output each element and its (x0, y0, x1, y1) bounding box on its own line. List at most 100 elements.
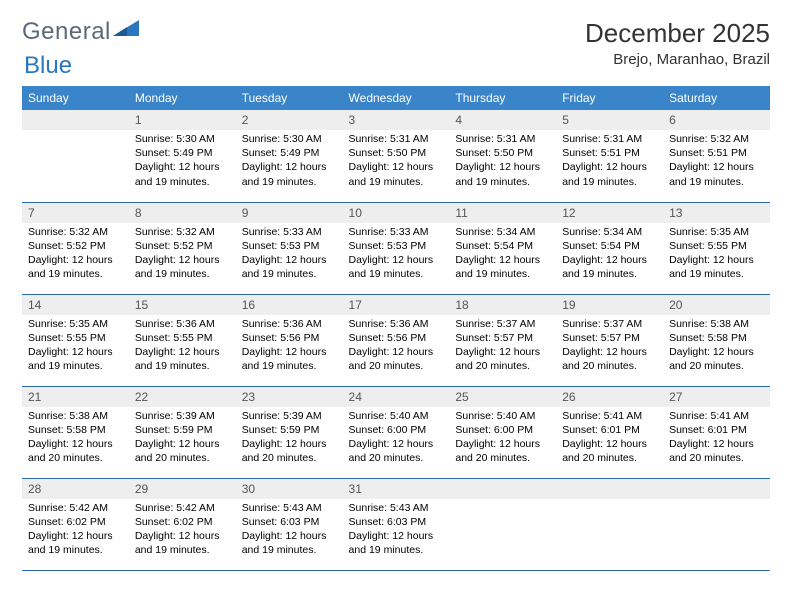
day-number-empty (22, 110, 129, 130)
calendar-cell: 2Sunrise: 5:30 AMSunset: 5:49 PMDaylight… (236, 110, 343, 202)
calendar-cell: 11Sunrise: 5:34 AMSunset: 5:54 PMDayligh… (449, 202, 556, 294)
day-number: 6 (663, 110, 770, 130)
calendar-cell: 27Sunrise: 5:41 AMSunset: 6:01 PMDayligh… (663, 386, 770, 478)
day-number: 7 (22, 203, 129, 223)
day-number: 25 (449, 387, 556, 407)
calendar-cell: 24Sunrise: 5:40 AMSunset: 6:00 PMDayligh… (343, 386, 450, 478)
calendar-week-row: 7Sunrise: 5:32 AMSunset: 5:52 PMDaylight… (22, 202, 770, 294)
day-number: 9 (236, 203, 343, 223)
day-number: 30 (236, 479, 343, 499)
calendar-cell: 31Sunrise: 5:43 AMSunset: 6:03 PMDayligh… (343, 478, 450, 570)
day-number: 29 (129, 479, 236, 499)
day-number: 23 (236, 387, 343, 407)
calendar-cell: 29Sunrise: 5:42 AMSunset: 6:02 PMDayligh… (129, 478, 236, 570)
location-subtitle: Brejo, Maranhao, Brazil (585, 51, 770, 68)
title-block: December 2025 Brejo, Maranhao, Brazil (585, 18, 770, 68)
weekday-header: Monday (129, 86, 236, 110)
day-details: Sunrise: 5:31 AMSunset: 5:50 PMDaylight:… (449, 130, 556, 193)
calendar-cell: 22Sunrise: 5:39 AMSunset: 5:59 PMDayligh… (129, 386, 236, 478)
calendar-cell: 23Sunrise: 5:39 AMSunset: 5:59 PMDayligh… (236, 386, 343, 478)
calendar-week-row: 28Sunrise: 5:42 AMSunset: 6:02 PMDayligh… (22, 478, 770, 570)
day-details: Sunrise: 5:41 AMSunset: 6:01 PMDaylight:… (663, 407, 770, 470)
day-number: 21 (22, 387, 129, 407)
calendar-cell: 1Sunrise: 5:30 AMSunset: 5:49 PMDaylight… (129, 110, 236, 202)
calendar-week-row: 21Sunrise: 5:38 AMSunset: 5:58 PMDayligh… (22, 386, 770, 478)
day-details: Sunrise: 5:43 AMSunset: 6:03 PMDaylight:… (236, 499, 343, 562)
calendar-header: SundayMondayTuesdayWednesdayThursdayFrid… (22, 86, 770, 110)
day-number-empty (556, 479, 663, 499)
calendar-cell: 9Sunrise: 5:33 AMSunset: 5:53 PMDaylight… (236, 202, 343, 294)
day-number: 18 (449, 295, 556, 315)
day-number: 12 (556, 203, 663, 223)
calendar-cell: 16Sunrise: 5:36 AMSunset: 5:56 PMDayligh… (236, 294, 343, 386)
weekday-header: Friday (556, 86, 663, 110)
day-number: 17 (343, 295, 450, 315)
calendar-cell: 28Sunrise: 5:42 AMSunset: 6:02 PMDayligh… (22, 478, 129, 570)
day-details: Sunrise: 5:42 AMSunset: 6:02 PMDaylight:… (129, 499, 236, 562)
day-number: 11 (449, 203, 556, 223)
day-number: 5 (556, 110, 663, 130)
weekday-header: Saturday (663, 86, 770, 110)
day-details: Sunrise: 5:37 AMSunset: 5:57 PMDaylight:… (556, 315, 663, 378)
calendar-cell: 30Sunrise: 5:43 AMSunset: 6:03 PMDayligh… (236, 478, 343, 570)
calendar-cell: 20Sunrise: 5:38 AMSunset: 5:58 PMDayligh… (663, 294, 770, 386)
day-number: 19 (556, 295, 663, 315)
day-number: 22 (129, 387, 236, 407)
calendar-cell: 12Sunrise: 5:34 AMSunset: 5:54 PMDayligh… (556, 202, 663, 294)
day-number: 31 (343, 479, 450, 499)
logo-text-blue: Blue (24, 52, 72, 79)
calendar-cell: 6Sunrise: 5:32 AMSunset: 5:51 PMDaylight… (663, 110, 770, 202)
day-details: Sunrise: 5:31 AMSunset: 5:50 PMDaylight:… (343, 130, 450, 193)
day-details: Sunrise: 5:35 AMSunset: 5:55 PMDaylight:… (22, 315, 129, 378)
day-details: Sunrise: 5:38 AMSunset: 5:58 PMDaylight:… (663, 315, 770, 378)
calendar-cell: 14Sunrise: 5:35 AMSunset: 5:55 PMDayligh… (22, 294, 129, 386)
calendar-cell: 5Sunrise: 5:31 AMSunset: 5:51 PMDaylight… (556, 110, 663, 202)
calendar-cell (22, 110, 129, 202)
day-details: Sunrise: 5:30 AMSunset: 5:49 PMDaylight:… (129, 130, 236, 193)
calendar-cell: 13Sunrise: 5:35 AMSunset: 5:55 PMDayligh… (663, 202, 770, 294)
weekday-header: Tuesday (236, 86, 343, 110)
day-details: Sunrise: 5:32 AMSunset: 5:51 PMDaylight:… (663, 130, 770, 193)
day-number: 1 (129, 110, 236, 130)
calendar-cell (449, 478, 556, 570)
calendar-cell: 25Sunrise: 5:40 AMSunset: 6:00 PMDayligh… (449, 386, 556, 478)
day-details: Sunrise: 5:33 AMSunset: 5:53 PMDaylight:… (343, 223, 450, 286)
day-number: 14 (22, 295, 129, 315)
day-details: Sunrise: 5:30 AMSunset: 5:49 PMDaylight:… (236, 130, 343, 193)
day-number: 13 (663, 203, 770, 223)
calendar-cell: 4Sunrise: 5:31 AMSunset: 5:50 PMDaylight… (449, 110, 556, 202)
day-details: Sunrise: 5:37 AMSunset: 5:57 PMDaylight:… (449, 315, 556, 378)
day-details: Sunrise: 5:40 AMSunset: 6:00 PMDaylight:… (343, 407, 450, 470)
calendar-cell (556, 478, 663, 570)
day-details: Sunrise: 5:36 AMSunset: 5:55 PMDaylight:… (129, 315, 236, 378)
logo-text-general: General (22, 18, 111, 46)
day-details: Sunrise: 5:33 AMSunset: 5:53 PMDaylight:… (236, 223, 343, 286)
day-details: Sunrise: 5:34 AMSunset: 5:54 PMDaylight:… (556, 223, 663, 286)
day-details: Sunrise: 5:36 AMSunset: 5:56 PMDaylight:… (343, 315, 450, 378)
calendar-cell: 3Sunrise: 5:31 AMSunset: 5:50 PMDaylight… (343, 110, 450, 202)
day-number: 28 (22, 479, 129, 499)
day-number-empty (663, 479, 770, 499)
page-title: December 2025 (585, 18, 770, 49)
calendar-week-row: 1Sunrise: 5:30 AMSunset: 5:49 PMDaylight… (22, 110, 770, 202)
day-number: 10 (343, 203, 450, 223)
day-number: 26 (556, 387, 663, 407)
calendar-cell: 17Sunrise: 5:36 AMSunset: 5:56 PMDayligh… (343, 294, 450, 386)
day-number: 16 (236, 295, 343, 315)
day-number: 20 (663, 295, 770, 315)
calendar-cell: 15Sunrise: 5:36 AMSunset: 5:55 PMDayligh… (129, 294, 236, 386)
day-number: 8 (129, 203, 236, 223)
day-details: Sunrise: 5:39 AMSunset: 5:59 PMDaylight:… (236, 407, 343, 470)
weekday-header: Wednesday (343, 86, 450, 110)
day-details: Sunrise: 5:34 AMSunset: 5:54 PMDaylight:… (449, 223, 556, 286)
day-number: 27 (663, 387, 770, 407)
calendar-cell (663, 478, 770, 570)
day-details: Sunrise: 5:31 AMSunset: 5:51 PMDaylight:… (556, 130, 663, 193)
day-details: Sunrise: 5:35 AMSunset: 5:55 PMDaylight:… (663, 223, 770, 286)
day-number: 15 (129, 295, 236, 315)
weekday-header: Sunday (22, 86, 129, 110)
calendar-cell: 26Sunrise: 5:41 AMSunset: 6:01 PMDayligh… (556, 386, 663, 478)
calendar-table: SundayMondayTuesdayWednesdayThursdayFrid… (22, 86, 770, 571)
day-details: Sunrise: 5:41 AMSunset: 6:01 PMDaylight:… (556, 407, 663, 470)
day-details: Sunrise: 5:40 AMSunset: 6:00 PMDaylight:… (449, 407, 556, 470)
